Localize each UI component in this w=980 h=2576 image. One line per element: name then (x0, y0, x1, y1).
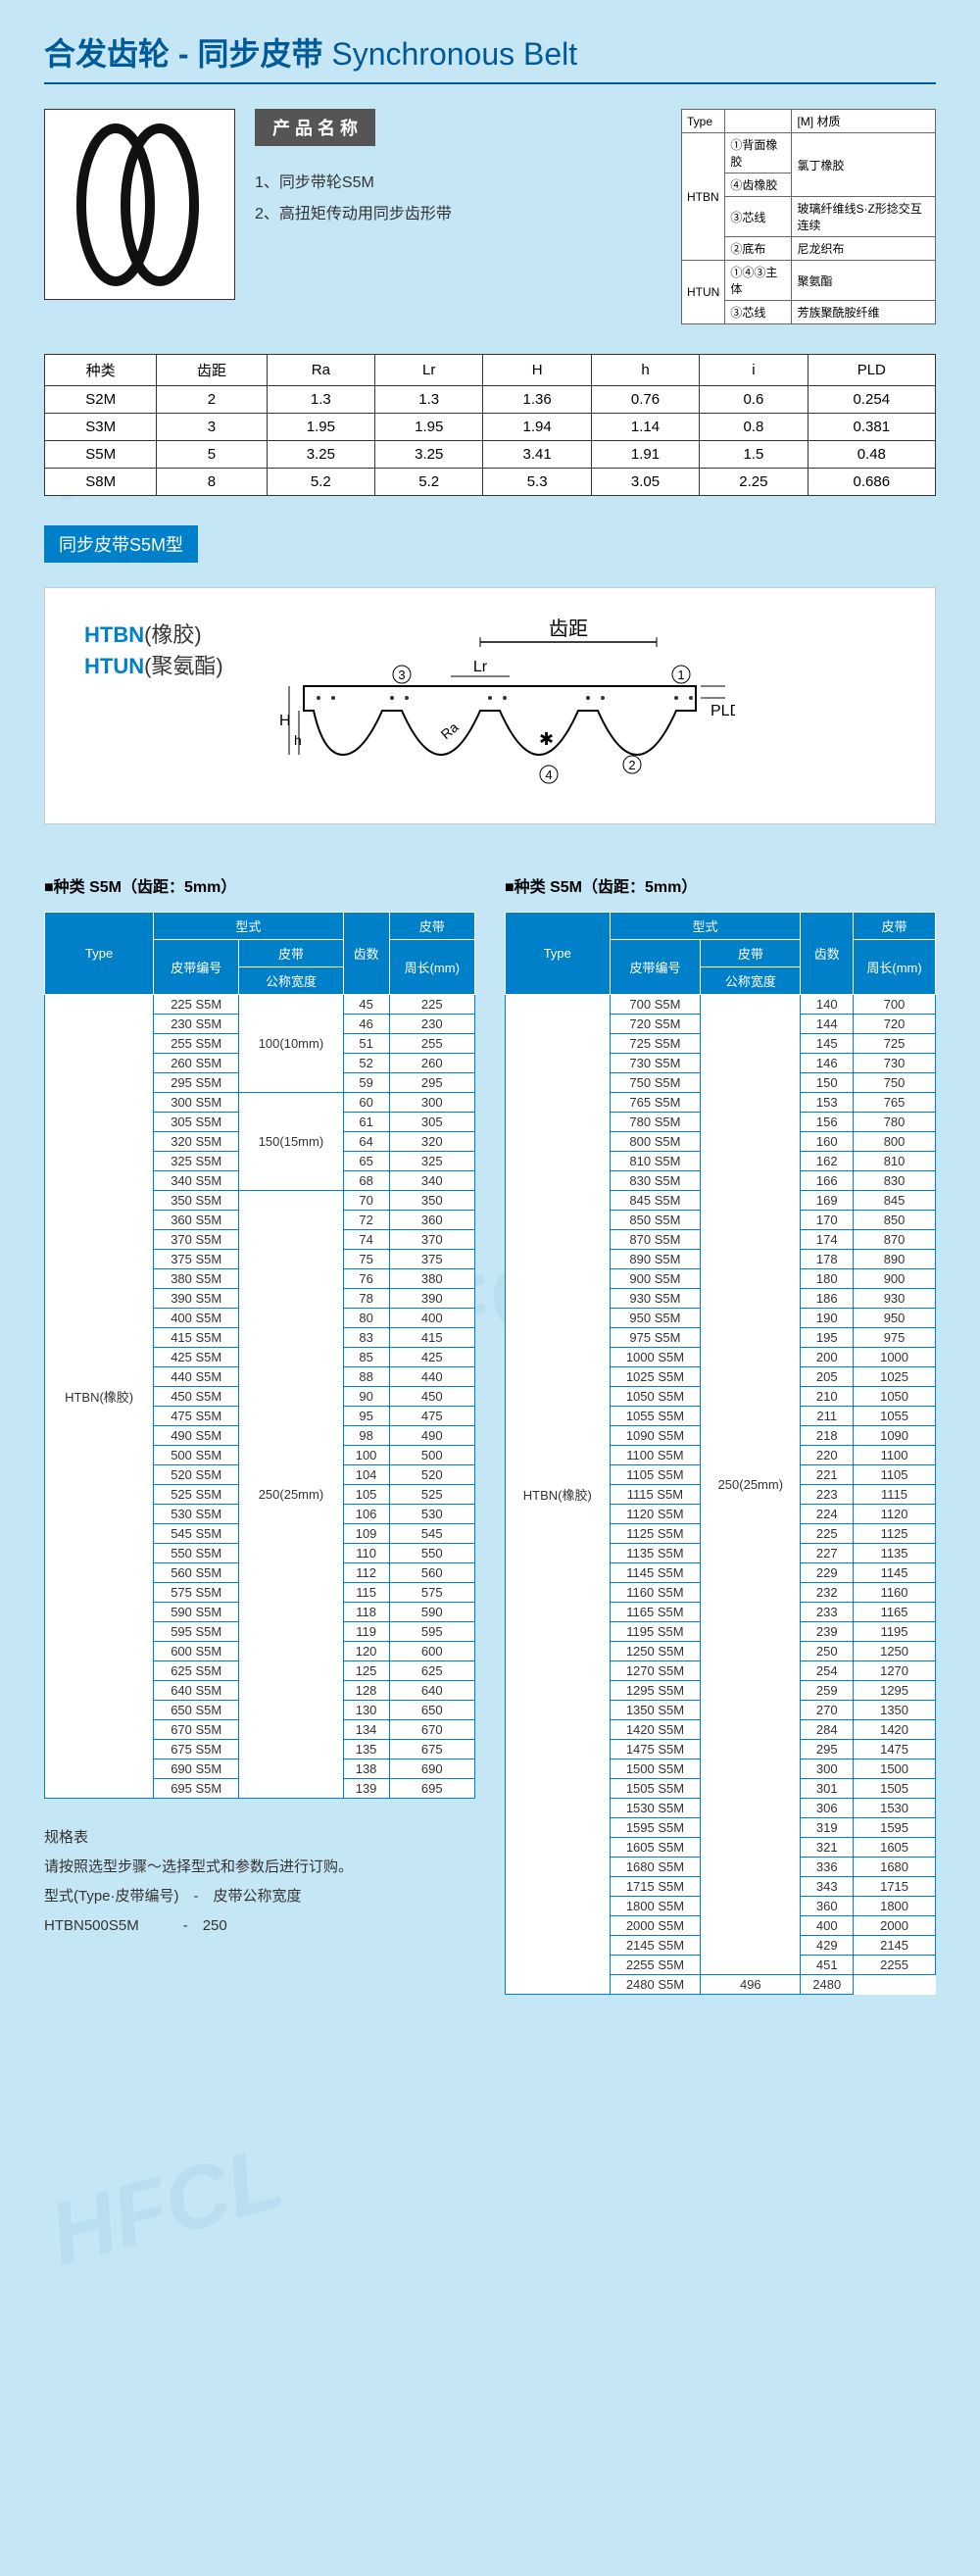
section-header: 同步皮带S5M型 (44, 525, 198, 563)
spec-table: 种类齿距RaLrHhiPLD S2M21.31.31.360.760.60.25… (44, 354, 936, 496)
table-b-title: ■种类 S5M（齿距：5mm） (505, 873, 936, 897)
svg-text:h: h (294, 732, 302, 748)
table-a-title: ■种类 S5M（齿距：5mm） (44, 873, 475, 897)
product-name-badge: 产 品 名 称 (255, 109, 375, 146)
data-table-a: Type 型式 齿数 皮带 皮带编号皮带周长(mm) 公称宽度 HTBN(橡胶)… (44, 912, 475, 1799)
notes: 规格表 请按照选型步骤～选择型式和参数后进行订购。 型式(Type·皮带编号) … (44, 1823, 475, 1941)
watermark: HFCL (40, 2128, 293, 2287)
svg-text:1: 1 (677, 668, 684, 682)
svg-text:3: 3 (398, 668, 405, 682)
divider (44, 82, 936, 84)
svg-text:H: H (279, 713, 291, 729)
svg-text:2: 2 (628, 758, 635, 772)
desc-1: 1、同步带轮S5M (255, 169, 662, 192)
svg-text:✱: ✱ (539, 729, 554, 749)
page-title: 合发齿轮 - 同步皮带 Synchronous Belt (44, 29, 936, 74)
material-table: Type[M] 材质 HTBN①背面橡胶氯丁橡胶 ④齿橡胶 ③芯线玻璃纤维线S·… (681, 109, 936, 324)
svg-text:Lr: Lr (473, 659, 488, 675)
svg-text:齿距: 齿距 (549, 618, 588, 640)
desc-2: 2、高扭矩传动用同步齿形带 (255, 200, 662, 223)
svg-text:4: 4 (545, 768, 552, 782)
tooth-diagram: HTBN(橡胶) HTUN(聚氨酯) 齿距 Lr Ra ✱ H h 3 1 2 … (44, 587, 936, 824)
svg-text:PLD: PLD (710, 703, 735, 719)
product-image (44, 109, 235, 300)
data-table-b: Type 型式 齿数 皮带 皮带编号皮带周长(mm) 公称宽度 HTBN(橡胶)… (505, 912, 936, 1995)
